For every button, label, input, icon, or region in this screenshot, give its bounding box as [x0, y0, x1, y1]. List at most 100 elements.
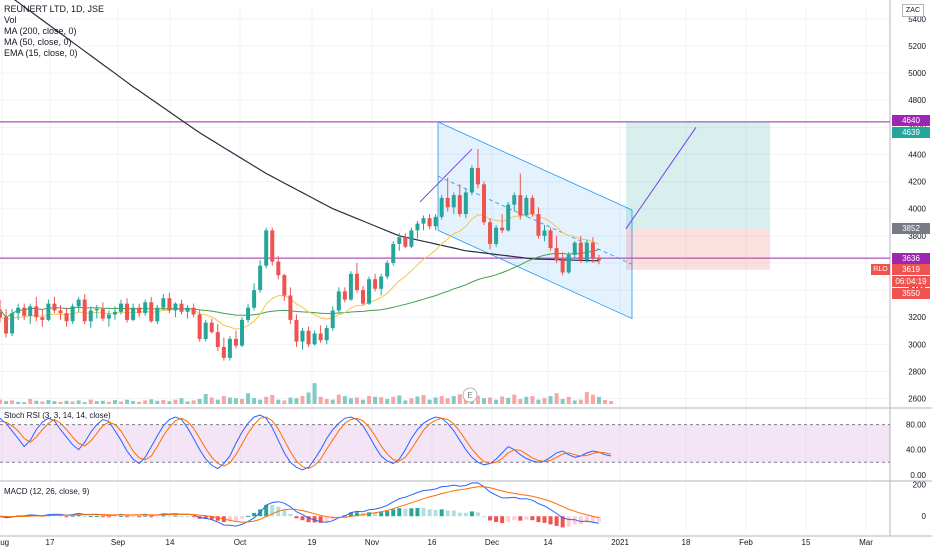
macd-histogram-bar: [391, 509, 395, 516]
macd-histogram-bar: [180, 516, 184, 517]
candle-body: [16, 308, 20, 313]
price-tick-label: 4800: [908, 96, 926, 105]
candle-body: [597, 258, 601, 261]
stoch-tick-label: 80.00: [906, 421, 927, 430]
macd-tick-label: 200: [913, 481, 927, 490]
candle-body: [294, 320, 298, 342]
macd-histogram-bar: [301, 516, 305, 520]
macd-histogram-bar: [488, 516, 492, 520]
macd-histogram-bar: [95, 516, 99, 517]
volume-bar: [59, 402, 63, 404]
volume-bar: [192, 400, 196, 404]
macd-histogram-bar: [494, 516, 498, 522]
volume-bar: [506, 398, 510, 404]
stop-low-tag: 3550: [892, 288, 930, 299]
candle-body: [591, 243, 595, 258]
time-tick-label: 15: [802, 538, 811, 547]
price-tick-label: 4000: [908, 205, 926, 214]
volume-bar: [325, 399, 329, 404]
candle-body: [40, 317, 44, 320]
macd-histogram-bar: [240, 516, 244, 518]
volume-bar: [204, 394, 208, 404]
currency-badge[interactable]: ZAC: [902, 4, 924, 17]
macd-histogram-bar: [530, 516, 534, 520]
volume-bar: [313, 383, 317, 404]
candle-body: [337, 291, 341, 310]
volume-bar: [524, 397, 528, 404]
candle-body: [464, 192, 468, 214]
candle-body: [0, 312, 2, 317]
volume-bar: [4, 401, 8, 404]
time-tick-label: Dec: [485, 538, 499, 547]
volume-bar: [180, 398, 184, 404]
candle-body: [198, 314, 202, 338]
candle-body: [422, 218, 426, 223]
candle-body: [331, 310, 335, 328]
macd-histogram-bar: [192, 516, 196, 517]
long-position-target-zone: [626, 122, 770, 229]
candle-body: [391, 244, 395, 263]
candle-body: [512, 195, 516, 204]
volume-bar: [16, 402, 20, 404]
chart-legend[interactable]: REUNERT LTD, 1D, JSE Vol MA (200, close,…: [4, 4, 104, 59]
volume-bar: [555, 393, 559, 404]
macd-histogram-bar: [161, 515, 165, 516]
symbol-title[interactable]: REUNERT LTD, 1D, JSE: [4, 4, 104, 15]
volume-bar: [428, 400, 432, 404]
candle-body: [530, 198, 534, 214]
price-tick-label: 2600: [908, 395, 926, 404]
candle-body: [307, 331, 311, 345]
volume-bar: [367, 396, 371, 404]
price-tick-label: 2800: [908, 367, 926, 376]
legend-ema15: EMA (15, close, 0): [4, 48, 104, 59]
macd-histogram-bar: [379, 512, 383, 516]
time-tick-label: Feb: [739, 538, 753, 547]
stop-top-tag: 3852: [892, 223, 930, 234]
volume-bar: [89, 400, 93, 404]
candle-body: [264, 230, 268, 265]
legend-vol: Vol: [4, 15, 104, 26]
price-tick-label: 4400: [908, 150, 926, 159]
volume-bar: [373, 397, 377, 404]
candle-body: [180, 304, 184, 312]
candle-body: [222, 347, 226, 358]
candle-body: [186, 308, 190, 312]
time-tick-label: 2021: [611, 538, 629, 547]
macd-histogram-bar: [131, 516, 135, 517]
candle-body: [246, 308, 250, 320]
macd-histogram-bar: [446, 510, 450, 516]
volume-bar: [561, 399, 565, 404]
x-axis-labels: Aug17Sep14Oct19Nov16Dec14202118Feb15Mar: [0, 538, 873, 547]
macd-histogram-bar: [83, 516, 87, 517]
macd-histogram-bar: [464, 513, 468, 516]
volume-bar: [252, 398, 256, 404]
macd-histogram-bar: [518, 516, 522, 520]
time-tick-label: 18: [682, 538, 691, 547]
long-position-stop-zone: [626, 229, 770, 270]
macd-histogram-bar: [476, 512, 480, 516]
candle-body: [367, 279, 371, 303]
volume-bar: [288, 398, 292, 404]
candle-body: [506, 205, 510, 231]
volume-bar: [46, 400, 50, 404]
candle-body: [149, 302, 153, 321]
macd-histogram-bar: [409, 508, 413, 516]
volume-bar: [294, 398, 298, 404]
time-tick-label: 14: [544, 538, 553, 547]
macd-histogram-bar: [397, 508, 401, 516]
candle-body: [71, 306, 75, 321]
macd-histogram-bar: [167, 516, 171, 517]
volume-bar: [573, 400, 577, 404]
time-tick-label: 17: [46, 538, 55, 547]
macd-histogram-bar: [434, 510, 438, 516]
candle-body: [397, 237, 401, 244]
macd-histogram-bar: [89, 516, 93, 517]
macd-histogram-bar: [567, 516, 571, 526]
candle-body: [234, 339, 238, 346]
macd-histogram-bar: [403, 509, 407, 517]
candle-body: [585, 243, 589, 261]
candle-body: [34, 306, 38, 317]
candle-body: [446, 198, 450, 207]
candle-body: [301, 331, 305, 342]
